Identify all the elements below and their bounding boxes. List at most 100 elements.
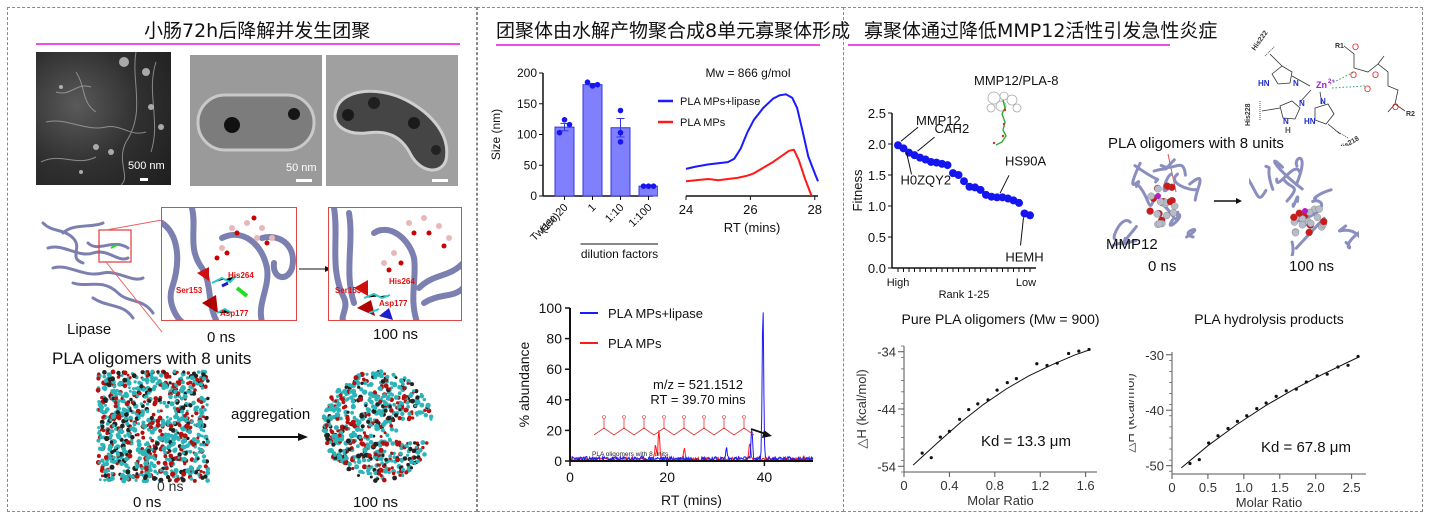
- gpc-line-chart: Mw = 866 g/mol 24 26 28 RT (mins) PLA MPs+lip…: [658, 66, 822, 235]
- atom: [385, 374, 390, 379]
- x-tick-label: 0: [566, 469, 574, 485]
- atom: [125, 408, 131, 414]
- atom: [188, 425, 193, 430]
- atom: [134, 461, 138, 466]
- atom: [156, 370, 160, 374]
- fit-curve: [1180, 356, 1360, 469]
- atom: [199, 442, 203, 447]
- atom: [146, 448, 152, 454]
- atom: [114, 400, 118, 405]
- atom: [379, 373, 384, 379]
- atom: [108, 456, 113, 461]
- atom: [330, 397, 334, 401]
- ligand-atom: [1155, 219, 1164, 228]
- residue-his218: His218: [1338, 135, 1361, 146]
- data-point: [1077, 349, 1081, 353]
- atom: [416, 443, 420, 447]
- atom: [394, 376, 398, 379]
- atom: [201, 405, 205, 409]
- atom: [345, 414, 350, 419]
- atom: [131, 390, 137, 396]
- atom: [97, 431, 101, 435]
- atom: [415, 413, 419, 417]
- atom: [352, 415, 357, 420]
- atom: [368, 382, 374, 387]
- atom: [150, 447, 154, 452]
- atom: [374, 371, 380, 376]
- atom: [338, 436, 345, 442]
- ligand-atom: [1154, 185, 1162, 193]
- atom: [413, 455, 417, 460]
- atom: [356, 444, 360, 449]
- atom: [103, 455, 109, 460]
- atom: [352, 423, 358, 429]
- atom: [197, 447, 201, 450]
- annotation-leader: [917, 136, 935, 152]
- atom: [391, 372, 396, 377]
- series-trace: [571, 312, 814, 463]
- atom: [120, 411, 126, 417]
- atom: [115, 388, 119, 393]
- atom: [135, 447, 141, 453]
- annotation-leader: [900, 126, 919, 142]
- atom: [331, 415, 336, 420]
- zinc-coordination-diagram: His222 His228 His218 R1 R2 HN N N N H N …: [1245, 30, 1415, 146]
- x-tick-label: 0.4: [940, 478, 958, 493]
- y-tick-label: 1.0: [868, 199, 886, 214]
- data-point: [617, 139, 624, 145]
- ligand-atom: [1305, 228, 1313, 237]
- x-tick-label: 0: [900, 478, 907, 493]
- data-point: [954, 171, 963, 179]
- md-arrow-icon: [1214, 198, 1242, 204]
- atom: [170, 471, 176, 477]
- atom: [144, 377, 149, 383]
- atom: [358, 435, 362, 439]
- ribbon-segment: [1294, 156, 1304, 187]
- atom: [324, 423, 329, 428]
- atom: [150, 378, 156, 384]
- atom: [429, 414, 434, 419]
- atom: [109, 464, 115, 470]
- data-point: [1035, 362, 1039, 366]
- atom: [158, 436, 164, 442]
- atom: [419, 393, 425, 399]
- atom: [413, 462, 417, 465]
- atom: [357, 385, 361, 389]
- atom: [112, 384, 117, 389]
- ribbon-segment: [1264, 164, 1275, 191]
- panel-degradation: 小肠72h后降解并发生团聚 500 nm: [7, 7, 477, 512]
- ligand-atom: [1298, 221, 1307, 229]
- atom: [102, 469, 108, 474]
- aggregation-arrow-icon: [238, 433, 308, 441]
- x-tick-label: 2.0: [1307, 480, 1325, 495]
- atom: [102, 385, 108, 391]
- atom: [196, 422, 201, 428]
- atom: [373, 478, 378, 483]
- atom: [343, 460, 348, 465]
- atom: [346, 410, 350, 414]
- atom: [188, 449, 193, 454]
- atom: [96, 376, 101, 381]
- atom: [201, 376, 207, 381]
- docking-structure-label: MMP12/PLA-8: [974, 73, 1059, 88]
- atom: [106, 372, 112, 378]
- ligand-atom: [1290, 213, 1298, 221]
- atom: [162, 445, 167, 451]
- data-point: [1216, 434, 1220, 438]
- atom: [397, 391, 402, 396]
- x-tick-label: 26: [743, 202, 757, 217]
- atom: [190, 414, 194, 418]
- data-point: [1304, 380, 1308, 384]
- atom: [149, 461, 154, 466]
- atom: [193, 423, 197, 427]
- annotation-leader: [906, 152, 912, 175]
- atom: [102, 414, 106, 418]
- atom: [130, 438, 134, 442]
- atom: [95, 387, 101, 393]
- data-point: [1245, 414, 1249, 418]
- aggregation-title: PLA oligomers with 8 units: [52, 349, 252, 368]
- atom: [145, 455, 150, 461]
- atom: [342, 449, 346, 453]
- mz-annotation: m/z = 521.1512: [653, 377, 743, 392]
- atom: [191, 470, 195, 474]
